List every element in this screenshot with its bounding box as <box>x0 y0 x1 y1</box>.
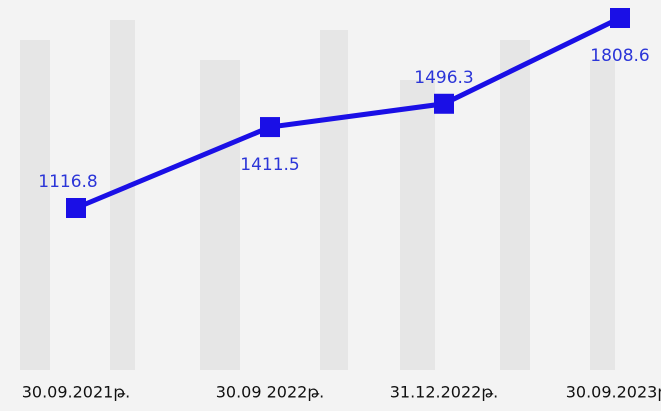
marker <box>610 8 630 28</box>
x-tick-label: 30.09.2021թ. <box>22 383 131 402</box>
line <box>75 15 622 211</box>
marker <box>434 93 454 114</box>
x-tick-label: 31.12.2022թ. <box>390 383 499 402</box>
x-tick-label: 30.09 2022թ. <box>216 383 325 402</box>
data-label: 1116.8 <box>38 172 97 192</box>
data-label: 1411.5 <box>240 155 299 175</box>
marker <box>66 198 86 218</box>
marker <box>260 117 280 138</box>
x-tick-label: 30.09.2023թ. <box>566 383 661 402</box>
background-texture <box>20 20 615 370</box>
data-label: 1808.6 <box>590 46 649 66</box>
data-label: 1496.3 <box>414 68 473 88</box>
